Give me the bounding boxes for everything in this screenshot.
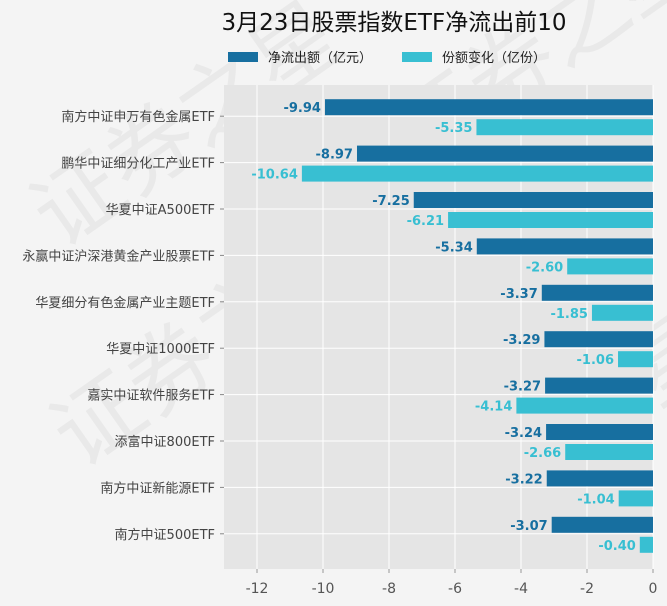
share-change-bar (567, 258, 653, 275)
share-change-bar (639, 536, 653, 553)
data-label: -7.25 (372, 194, 409, 209)
share-change-bar (565, 444, 653, 460)
net-outflow-bar (541, 284, 653, 301)
x-tick-label: -12 (246, 581, 269, 597)
x-tick-label: -4 (514, 581, 528, 597)
x-tick-label: -10 (312, 581, 335, 597)
data-label: -5.34 (435, 240, 472, 255)
data-label: -3.37 (500, 287, 537, 302)
share-change-bar (448, 212, 653, 228)
data-label: -1.85 (550, 307, 587, 322)
x-tick-label: -2 (580, 581, 594, 597)
data-label: -3.29 (503, 333, 540, 348)
data-label: -1.06 (577, 353, 614, 368)
net-outflow-bar (545, 377, 653, 394)
category-label: 添富中证800ETF (115, 434, 215, 450)
data-label: -8.97 (316, 148, 353, 163)
x-tick-label: -6 (448, 581, 462, 597)
data-label: -6.21 (407, 214, 444, 229)
data-label: -3.22 (505, 472, 542, 487)
net-outflow-bar (324, 99, 653, 116)
share-change-bar (476, 119, 653, 136)
net-outflow-bar (544, 331, 653, 348)
net-outflow-bar (356, 145, 653, 162)
category-label: 永赢中证沪深港黄金产业股票ETF (22, 248, 215, 264)
data-label: -9.94 (283, 101, 320, 116)
net-outflow-bar (413, 192, 653, 208)
chart-title: 3月23日股票指数ETF净流出前10 (222, 10, 567, 36)
share-change-bar (301, 165, 653, 182)
category-label: 南方中证申万有色金属ETF (61, 109, 215, 125)
share-change-bar (516, 397, 653, 414)
data-label: -0.40 (598, 539, 635, 554)
legend-label: 净流出额（亿元） (268, 51, 372, 66)
x-tick-label: -8 (382, 581, 396, 597)
legend-swatch (402, 52, 432, 62)
category-label: 南方中证新能源ETF (100, 480, 215, 496)
net-outflow-bar (551, 516, 653, 533)
category-label: 鹏华中证细分化工产业ETF (61, 157, 215, 172)
net-outflow-bar (476, 238, 653, 255)
category-label: 华夏中证1000ETF (106, 342, 215, 357)
data-label: -1.04 (577, 492, 614, 507)
share-change-bar (618, 490, 653, 507)
data-label: -3.27 (504, 380, 541, 395)
data-label: -5.35 (435, 121, 472, 136)
legend-swatch (228, 52, 258, 62)
legend-label: 份额变化（亿份） (442, 50, 546, 66)
data-label: -10.64 (251, 168, 298, 183)
data-label: -2.60 (526, 260, 563, 275)
category-label: 嘉实中证软件服务ETF (87, 388, 215, 404)
x-tick-label: 0 (649, 581, 658, 597)
category-label: 华夏中证A500ETF (106, 203, 215, 218)
share-change-bar (618, 351, 653, 368)
share-change-bar (591, 304, 653, 321)
data-label: -3.07 (510, 519, 547, 534)
category-label: 南方中证500ETF (115, 527, 215, 543)
data-label: -2.66 (524, 446, 561, 461)
net-outflow-bar (546, 470, 653, 487)
net-outflow-bar (546, 424, 653, 440)
data-label: -3.24 (505, 426, 542, 441)
data-label: -4.14 (475, 400, 512, 415)
category-label: 华夏细分有色金属产业主题ETF (35, 295, 215, 311)
